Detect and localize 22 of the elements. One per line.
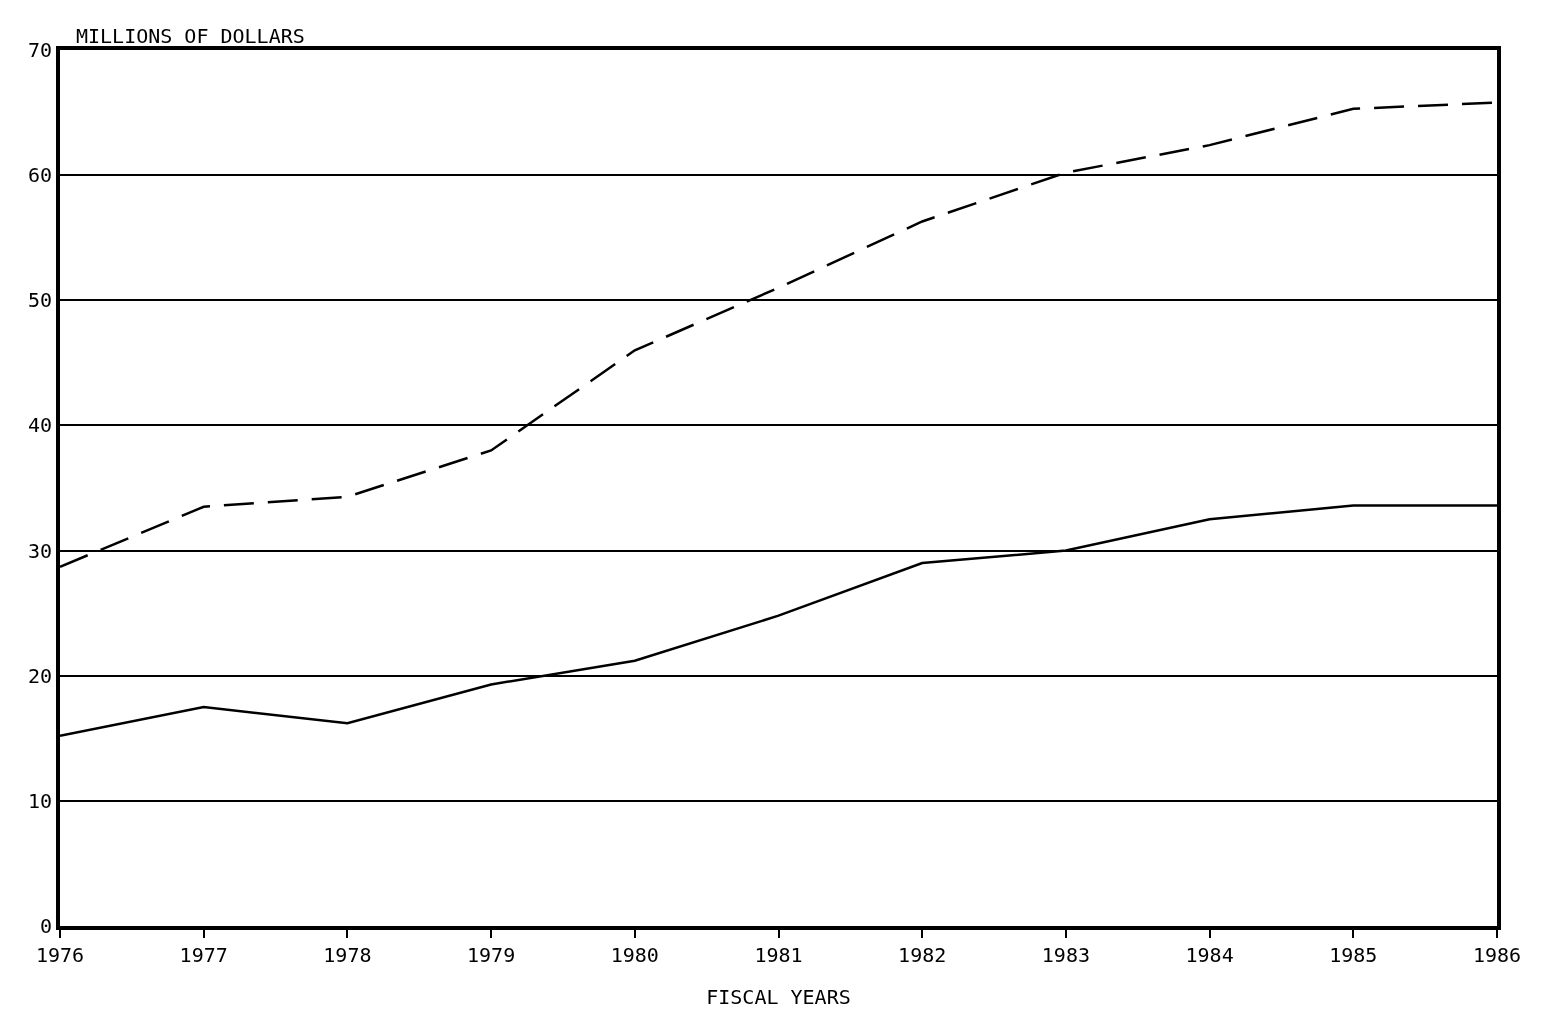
- x-tick-label: 1986: [1472, 943, 1522, 967]
- y-tick-label: 0: [39, 914, 52, 938]
- y-tick-label: 10: [27, 788, 52, 813]
- y-tick-label: 40: [27, 413, 52, 438]
- y-tick-label: 30: [27, 538, 52, 563]
- line-series: [60, 504, 1497, 738]
- x-tick-label: 1985: [1329, 943, 1378, 967]
- x-tick-label: 1984: [1185, 943, 1234, 967]
- x-axis-title: FISCAL YEARS: [706, 985, 851, 1009]
- x-tick-label: 1980: [610, 943, 659, 967]
- x-tick-label: 1979: [467, 943, 516, 967]
- y-tick-label: 50: [27, 288, 52, 313]
- x-tick-label: 1978: [323, 943, 372, 967]
- y-axis-title: MILLIONS OF DOLLARS: [76, 24, 305, 48]
- x-tick-label: 1981: [754, 943, 803, 967]
- x-tick-label: 1976: [35, 943, 85, 967]
- y-tick-label: 20: [27, 663, 52, 688]
- x-tick-label: 1977: [179, 943, 228, 967]
- y-tick-label: 70: [27, 38, 52, 62]
- x-tick-label: 1982: [898, 943, 947, 967]
- x-tick-label: 1983: [1041, 943, 1090, 967]
- y-tick-label: 60: [27, 163, 52, 188]
